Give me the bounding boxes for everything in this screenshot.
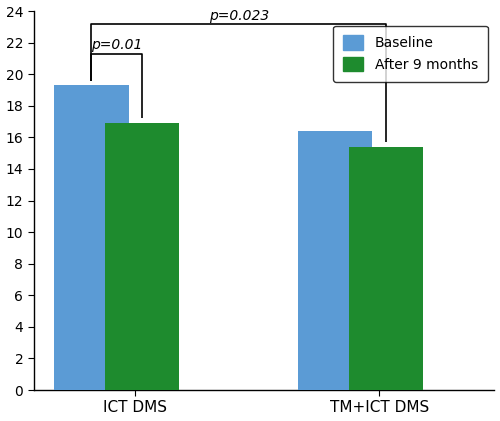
Legend: Baseline, After 9 months: Baseline, After 9 months (333, 26, 488, 82)
Bar (105, 123, 180, 390)
Bar (54, 85, 128, 390)
Bar (298, 131, 372, 390)
Text: p=0.01: p=0.01 (91, 38, 142, 52)
Text: p=0.023: p=0.023 (208, 9, 269, 23)
Bar (349, 147, 424, 390)
